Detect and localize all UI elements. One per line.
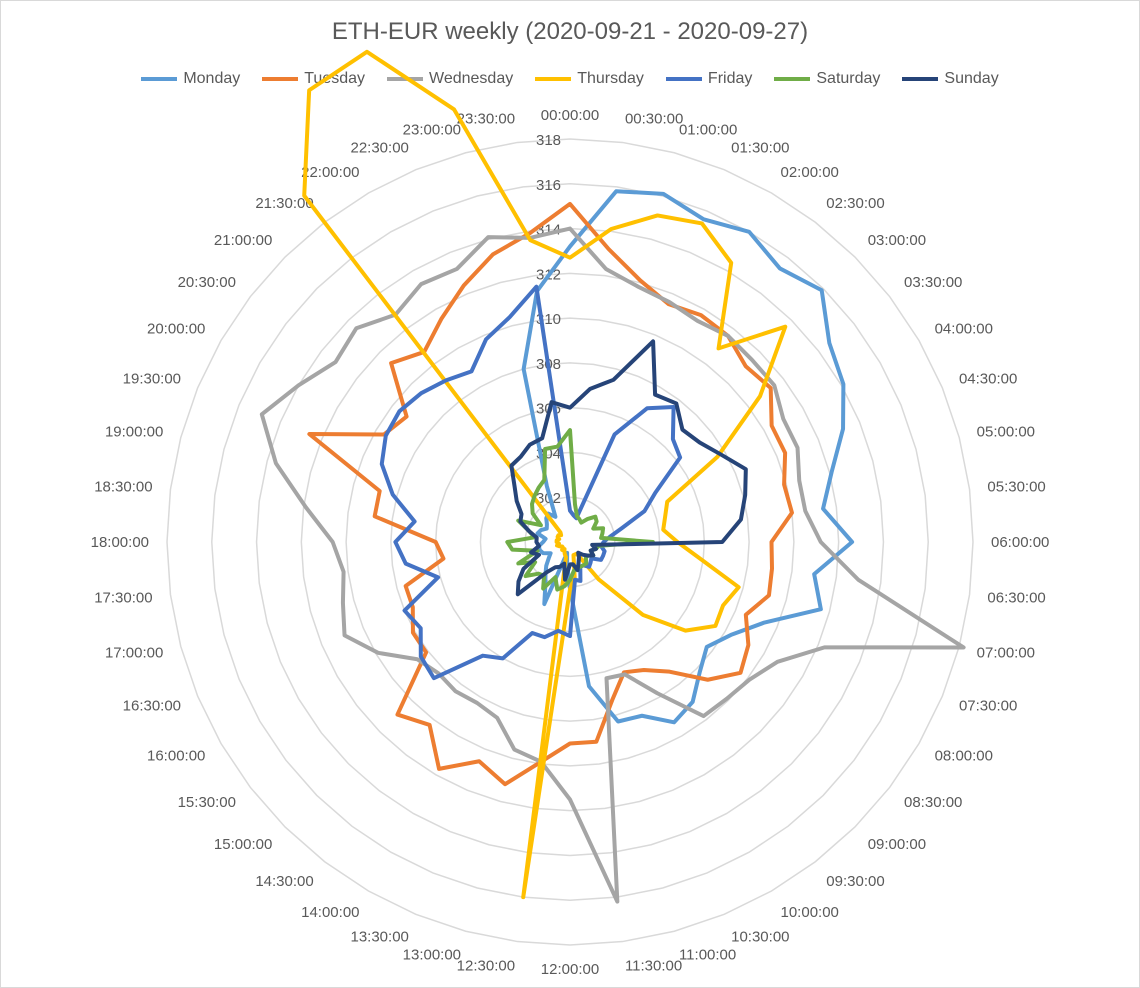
grid-ring xyxy=(166,138,974,946)
category-label: 09:00:00 xyxy=(868,836,926,853)
legend-label: Friday xyxy=(707,70,753,87)
series-lines xyxy=(259,49,966,904)
category-label: 07:00:00 xyxy=(977,645,1035,662)
grid-ring xyxy=(255,227,885,857)
category-label: 05:30:00 xyxy=(987,478,1045,495)
category-label: 09:30:00 xyxy=(826,873,884,890)
category-label: 16:00:00 xyxy=(147,748,205,765)
category-label: 07:30:00 xyxy=(959,697,1017,714)
category-label: 14:30:00 xyxy=(255,873,313,890)
chart-title: ETH-EUR weekly (2020-09-21 - 2020-09-27) xyxy=(331,18,809,45)
legend-item-thursday: Thursday xyxy=(535,70,644,88)
legend-swatch xyxy=(774,77,811,81)
category-label: 06:00:00 xyxy=(991,534,1049,551)
legend-item-sunday: Sunday xyxy=(902,70,999,88)
category-label: 22:00:00 xyxy=(301,164,359,181)
category-label: 13:30:00 xyxy=(350,928,408,945)
category-label: 08:00:00 xyxy=(935,748,993,765)
grid-ring xyxy=(434,406,706,678)
category-label: 10:30:00 xyxy=(731,928,789,945)
category-label: 20:00:00 xyxy=(147,321,205,338)
series-line-saturday xyxy=(505,428,655,592)
category-label: 10:00:00 xyxy=(781,904,839,921)
category-label: 06:30:00 xyxy=(987,590,1045,607)
category-label: 01:00:00 xyxy=(679,122,737,139)
category-label: 04:30:00 xyxy=(959,371,1017,388)
legend-item-friday: Friday xyxy=(665,70,753,88)
category-label: 23:00:00 xyxy=(403,122,461,139)
legend-label: Monday xyxy=(183,70,241,87)
category-label: 19:30:00 xyxy=(123,371,181,388)
category-label: 14:00:00 xyxy=(301,904,359,921)
category-label: 01:30:00 xyxy=(731,140,789,157)
grid-ring xyxy=(345,317,795,767)
category-label: 05:00:00 xyxy=(977,423,1035,440)
legend-label: Thursday xyxy=(577,70,644,87)
category-label: 16:30:00 xyxy=(123,697,181,714)
legend-swatch xyxy=(141,77,178,81)
category-label: 18:30:00 xyxy=(94,478,152,495)
series-line-tuesday xyxy=(307,201,794,787)
category-label: 22:30:00 xyxy=(350,140,408,157)
category-label: 19:00:00 xyxy=(105,423,163,440)
category-label: 17:00:00 xyxy=(105,645,163,662)
category-label: 00:30:00 xyxy=(625,111,683,128)
category-label: 18:00:00 xyxy=(91,534,149,551)
category-label: 00:00:00 xyxy=(541,107,599,124)
grid-ring xyxy=(211,183,929,901)
category-label: 13:00:00 xyxy=(403,946,461,963)
category-label: 23:30:00 xyxy=(457,111,515,128)
category-label: 21:30:00 xyxy=(255,195,313,212)
category-label: 04:00:00 xyxy=(935,321,993,338)
category-label: 17:30:00 xyxy=(94,590,152,607)
category-label: 15:00:00 xyxy=(214,836,272,853)
grid-ring xyxy=(300,272,840,812)
category-label: 03:30:00 xyxy=(904,274,962,291)
series-line-wednesday xyxy=(259,226,966,904)
legend-label: Saturday xyxy=(816,70,881,87)
series-line-thursday xyxy=(302,49,788,900)
tick-label: 316 xyxy=(536,177,561,194)
legend-swatch xyxy=(262,77,299,81)
legend-item-monday: Monday xyxy=(141,70,240,88)
legend-swatch xyxy=(902,77,939,81)
tick-label: 318 xyxy=(536,132,561,149)
legend-label: Sunday xyxy=(944,70,999,87)
legend: Monday Tuesday Wednesday Thursday Friday Satu… xyxy=(0,70,1140,88)
grid-ring xyxy=(390,362,750,722)
category-label: 11:30:00 xyxy=(625,957,682,974)
category-label: 02:00:00 xyxy=(781,164,839,181)
legend-label: Wednesday xyxy=(429,70,514,87)
series-line-sunday xyxy=(509,339,748,597)
legend-swatch xyxy=(535,77,572,81)
category-label: 15:30:00 xyxy=(178,794,236,811)
category-label: 03:00:00 xyxy=(868,232,926,249)
category-label: 08:30:00 xyxy=(904,794,962,811)
category-label: 20:30:00 xyxy=(178,274,236,291)
category-label: 21:00:00 xyxy=(214,232,272,249)
category-label: 02:30:00 xyxy=(826,195,884,212)
category-label: 12:30:00 xyxy=(457,957,515,974)
category-label: 12:00:00 xyxy=(541,961,599,978)
legend-swatch xyxy=(665,77,702,81)
category-label: 11:00:00 xyxy=(679,946,736,963)
series-line-friday xyxy=(379,284,683,681)
legend-item-saturday: Saturday xyxy=(774,70,880,88)
